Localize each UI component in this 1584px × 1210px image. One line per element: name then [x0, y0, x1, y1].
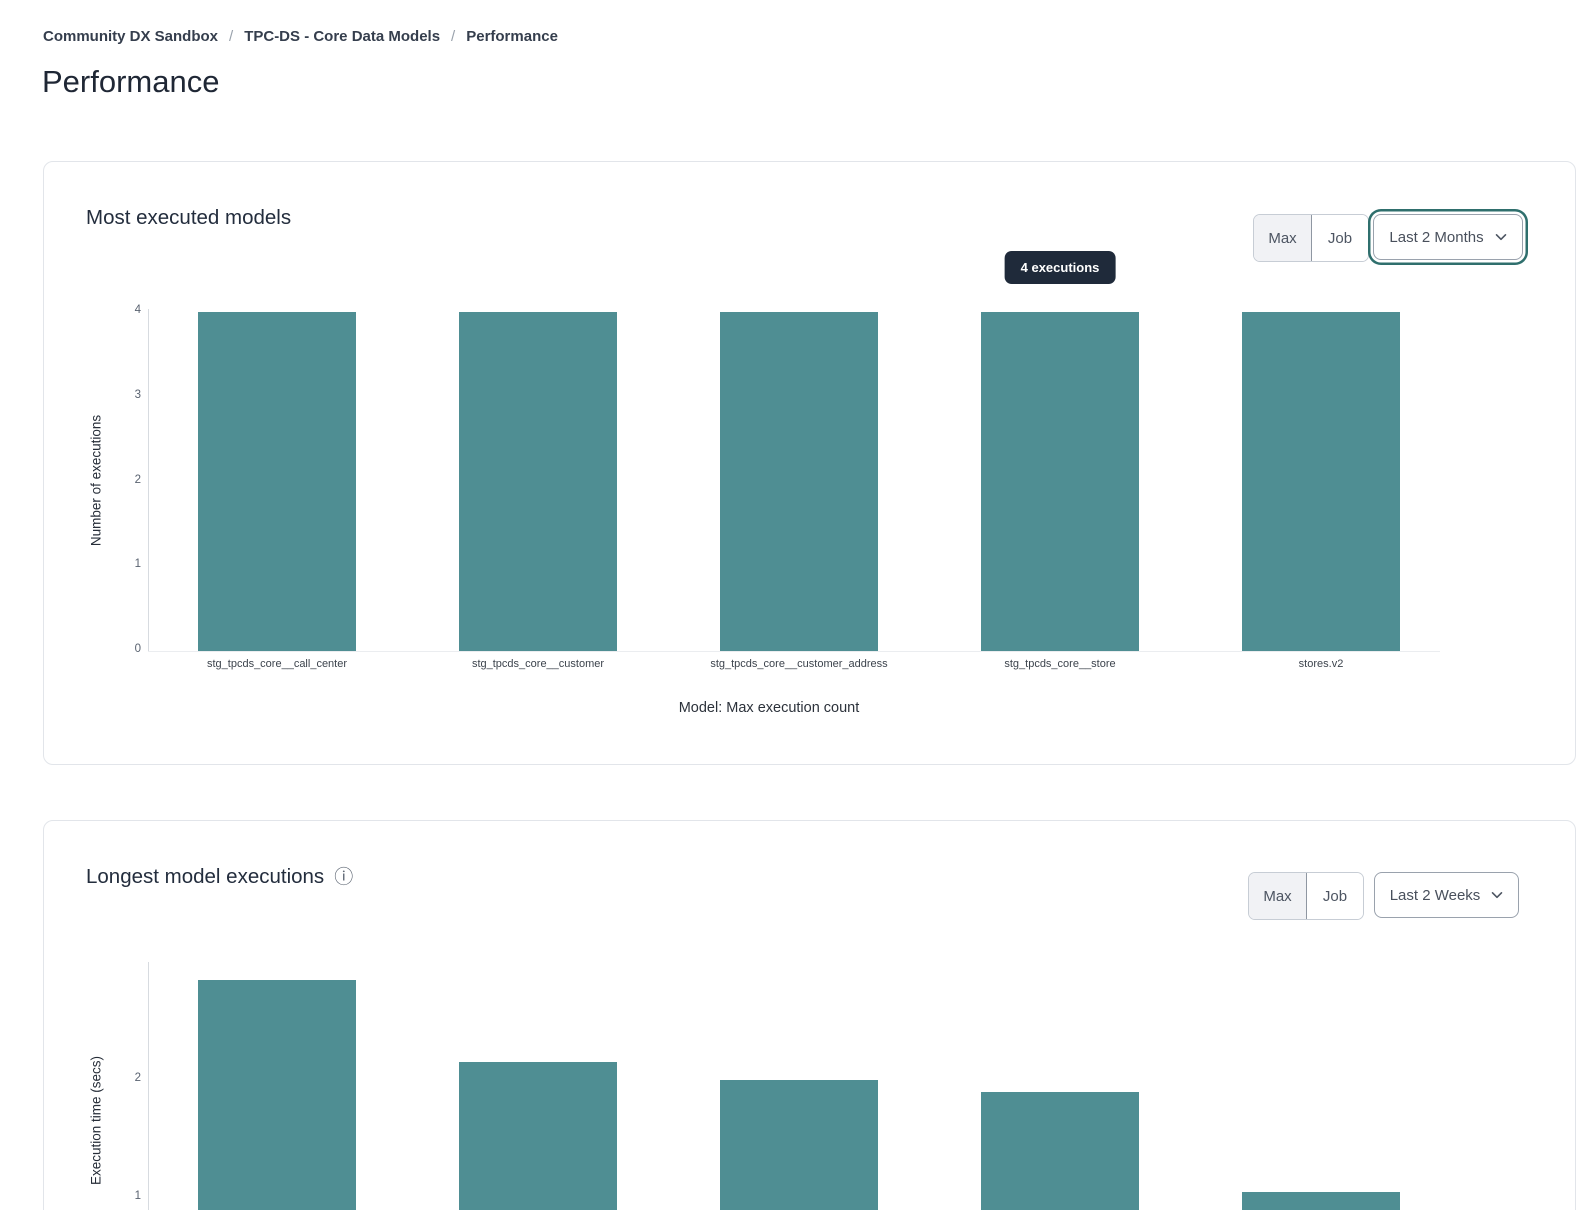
max-job-toggle: Max Job: [1248, 872, 1364, 920]
bar[interactable]: [1242, 312, 1400, 651]
y-axis-title: Number of executions: [88, 414, 104, 547]
bar[interactable]: [981, 312, 1139, 651]
max-job-toggle: Max Job: [1253, 214, 1369, 262]
bar[interactable]: [981, 1091, 1139, 1210]
job-toggle-button[interactable]: Job: [1306, 873, 1363, 919]
breadcrumb-item-current: Performance: [466, 28, 558, 45]
y-tick-label: 2: [134, 1072, 141, 1084]
breadcrumb: Community DX Sandbox / TPC-DS - Core Dat…: [43, 28, 558, 45]
breadcrumb-separator: /: [451, 28, 456, 45]
max-toggle-button[interactable]: Max: [1254, 215, 1311, 261]
chevron-down-icon: [1491, 892, 1503, 899]
date-range-value: Last 2 Weeks: [1389, 886, 1481, 904]
date-range-dropdown[interactable]: Last 2 Weeks: [1374, 872, 1519, 918]
y-axis-line: [148, 962, 149, 1210]
breadcrumb-item-project[interactable]: Community DX Sandbox: [43, 28, 219, 45]
y-tick-label: 1: [134, 558, 141, 571]
max-toggle-button[interactable]: Max: [1249, 873, 1306, 919]
x-category-label: stg_tpcds_core__call_center: [206, 658, 348, 670]
chart-title: Most executed models: [86, 206, 291, 230]
chevron-down-icon: [1495, 234, 1506, 241]
info-icon[interactable]: ⓘ: [334, 866, 354, 888]
bar[interactable]: [459, 312, 617, 651]
bar[interactable]: [459, 1062, 617, 1210]
date-range-value: Last 2 Months: [1389, 228, 1484, 246]
chart-tooltip: 4 executions: [1004, 251, 1116, 284]
x-category-label: stg_tpcds_core__customer_address: [710, 658, 888, 670]
y-tick-label: 2: [134, 473, 141, 486]
y-axis-line: [148, 309, 149, 652]
x-axis-title: Model: Max execution count: [678, 700, 860, 716]
breadcrumb-separator: /: [229, 28, 234, 45]
x-category-label: stg_tpcds_core__store: [1004, 658, 1116, 670]
longest-model-executions-title: Longest model executions: [86, 865, 325, 888]
page-title: Performance: [42, 64, 220, 99]
x-axis-baseline: [148, 651, 1440, 652]
y-tick-label: 1: [134, 1190, 141, 1202]
x-category-label: stg_tpcds_core__customer: [471, 658, 605, 670]
y-axis-title: Execution time (secs): [88, 1055, 104, 1186]
job-toggle-button[interactable]: Job: [1311, 215, 1368, 261]
date-range-dropdown[interactable]: Last 2 Months: [1373, 214, 1523, 260]
chart-title: Longest model executions ⓘ: [86, 865, 353, 889]
most-executed-models-title: Most executed models: [86, 206, 292, 229]
x-category-label: stores.v2: [1298, 658, 1344, 670]
y-tick-label: 0: [134, 643, 141, 655]
bar[interactable]: [198, 979, 356, 1210]
breadcrumb-item-environment[interactable]: TPC-DS - Core Data Models: [244, 28, 441, 45]
y-tick-label: 4: [134, 304, 141, 316]
bar[interactable]: [1242, 1192, 1400, 1210]
y-tick-label: 3: [134, 388, 141, 401]
bar[interactable]: [198, 312, 356, 651]
bar[interactable]: [720, 312, 878, 651]
bar[interactable]: [720, 1080, 878, 1210]
